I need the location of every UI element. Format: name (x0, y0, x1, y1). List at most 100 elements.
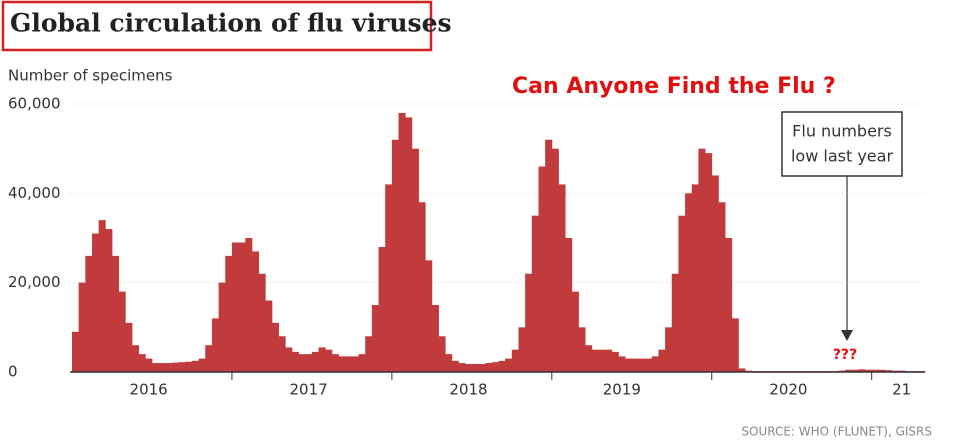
bar (165, 363, 173, 372)
bar (418, 202, 426, 372)
bar (485, 363, 493, 372)
marker-text: ??? (833, 347, 857, 363)
bar (585, 345, 593, 372)
bar (645, 358, 653, 372)
bar (311, 351, 319, 372)
bar (431, 305, 439, 372)
bar (698, 148, 706, 372)
bar (611, 351, 619, 372)
bar (518, 327, 526, 372)
bar (531, 215, 539, 372)
bar (325, 349, 333, 372)
bar (351, 356, 359, 372)
bar (398, 112, 406, 372)
bar (285, 347, 293, 372)
bar (145, 358, 153, 372)
bar (871, 369, 879, 372)
bar (72, 331, 80, 372)
bar (711, 175, 719, 372)
bar (671, 273, 679, 372)
bar (558, 184, 566, 372)
bar (305, 354, 313, 372)
bar (691, 184, 699, 372)
bar (845, 369, 853, 372)
bar (151, 363, 160, 372)
bar (445, 354, 453, 372)
bar (465, 363, 473, 372)
bar (605, 349, 613, 372)
x-tick-label: 2020 (769, 381, 807, 399)
x-tick-label: 2019 (603, 381, 641, 399)
bar (358, 354, 366, 372)
bar (85, 255, 93, 372)
bar (571, 291, 579, 372)
bar (258, 273, 266, 372)
y-tick-label: 0 (8, 363, 18, 381)
bar (491, 362, 499, 372)
annotation-text: low last year (791, 147, 893, 166)
bar (338, 356, 346, 372)
bar (725, 238, 733, 372)
bar (658, 349, 666, 372)
bar (545, 139, 553, 372)
bar (718, 202, 726, 372)
bar (458, 363, 466, 372)
bar (678, 215, 686, 372)
bar (411, 148, 419, 372)
x-tick-label: 2018 (449, 381, 487, 399)
bar (198, 358, 206, 372)
bar (318, 347, 326, 372)
y-axis-label: Number of specimens (8, 67, 173, 85)
bar (365, 336, 373, 372)
bar (98, 220, 106, 372)
bar (205, 345, 213, 372)
y-tick-label: 60,000 (8, 95, 61, 113)
bar (425, 260, 433, 372)
bar (865, 369, 873, 372)
bar (291, 351, 299, 372)
y-tick-label: 40,000 (8, 184, 61, 202)
bar (511, 349, 519, 372)
bar (665, 327, 673, 372)
bar (138, 354, 146, 372)
bar (851, 369, 859, 372)
x-tick-label: 21 (892, 381, 911, 399)
bar (551, 148, 559, 372)
bar (271, 322, 279, 372)
bar (451, 360, 459, 372)
bar (565, 238, 573, 372)
title-box (1, 0, 433, 52)
bar (885, 370, 893, 372)
bar (505, 358, 513, 372)
bar (538, 166, 546, 372)
bar (171, 362, 180, 372)
bar (225, 255, 233, 372)
bar (738, 368, 746, 372)
bar (105, 229, 113, 372)
x-tick-label: 2016 (130, 381, 168, 399)
bar (638, 358, 646, 372)
bar (591, 349, 599, 372)
bar (178, 362, 186, 372)
bar (371, 305, 379, 372)
bar (578, 327, 586, 372)
bar (385, 184, 393, 372)
annotation-text: Flu numbers (792, 122, 892, 141)
bar (158, 363, 166, 372)
bar (218, 282, 226, 372)
arrow-head (841, 330, 853, 341)
annotation-box (781, 111, 903, 177)
bar (125, 322, 133, 372)
headline: Can Anyone Find the Flu ? (512, 74, 836, 99)
bar (685, 193, 693, 372)
source: SOURCE: WHO (FLUNET), GISRS (741, 425, 932, 439)
bar (131, 345, 140, 372)
bar (331, 354, 339, 372)
bar (231, 242, 240, 372)
bar (731, 318, 739, 372)
bar (251, 251, 259, 372)
bar (245, 238, 253, 372)
bar (498, 360, 506, 372)
chart-title: Global circulation of flu viruses (10, 9, 452, 38)
